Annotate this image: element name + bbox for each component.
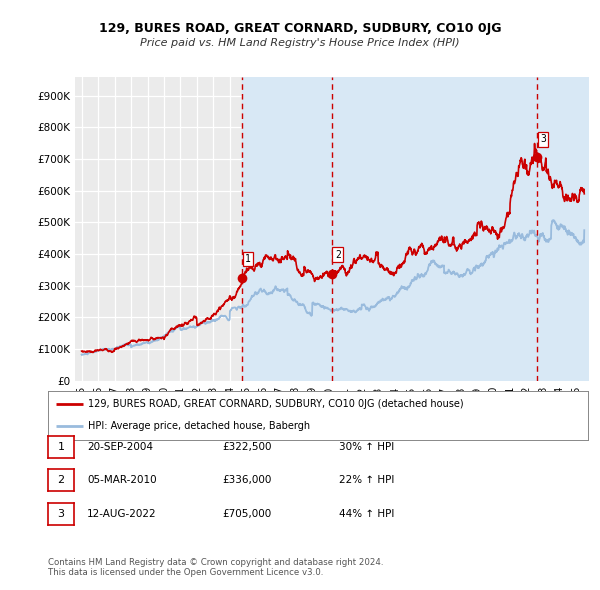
Text: 30% ↑ HPI: 30% ↑ HPI	[339, 442, 394, 451]
Text: 2: 2	[58, 476, 64, 485]
Text: 1: 1	[58, 442, 64, 451]
Text: £336,000: £336,000	[222, 476, 271, 485]
Text: 3: 3	[540, 134, 546, 144]
Text: Price paid vs. HM Land Registry's House Price Index (HPI): Price paid vs. HM Land Registry's House …	[140, 38, 460, 48]
Text: 44% ↑ HPI: 44% ↑ HPI	[339, 509, 394, 519]
Bar	[242, 77, 332, 381]
Text: 2: 2	[335, 250, 341, 260]
Text: HPI: Average price, detached house, Babergh: HPI: Average price, detached house, Babe…	[89, 421, 311, 431]
Text: 12-AUG-2022: 12-AUG-2022	[87, 509, 157, 519]
Text: Contains HM Land Registry data © Crown copyright and database right 2024.
This d: Contains HM Land Registry data © Crown c…	[48, 558, 383, 577]
Text: 3: 3	[58, 509, 64, 519]
Bar	[537, 77, 589, 381]
Text: 05-MAR-2010: 05-MAR-2010	[87, 476, 157, 485]
Text: £705,000: £705,000	[222, 509, 271, 519]
Text: 129, BURES ROAD, GREAT CORNARD, SUDBURY, CO10 0JG: 129, BURES ROAD, GREAT CORNARD, SUDBURY,…	[99, 22, 501, 35]
Bar	[332, 77, 537, 381]
Text: 129, BURES ROAD, GREAT CORNARD, SUDBURY, CO10 0JG (detached house): 129, BURES ROAD, GREAT CORNARD, SUDBURY,…	[89, 399, 464, 409]
Text: £322,500: £322,500	[222, 442, 271, 451]
Text: 20-SEP-2004: 20-SEP-2004	[87, 442, 153, 451]
Text: 22% ↑ HPI: 22% ↑ HPI	[339, 476, 394, 485]
Text: 1: 1	[245, 254, 251, 264]
